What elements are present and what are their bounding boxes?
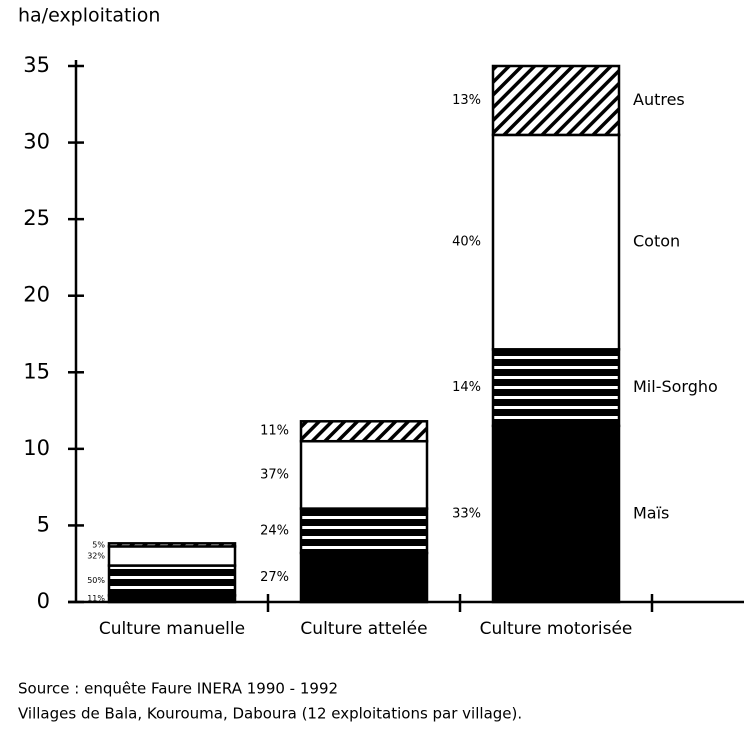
bar-segment <box>299 439 429 510</box>
y-tick-label: 30 <box>23 130 50 154</box>
percent-label: 50% <box>87 576 105 585</box>
percent-label: 11% <box>87 594 105 603</box>
bar-segment <box>491 348 621 428</box>
legend-label: Autres <box>633 90 685 109</box>
percent-label: 33% <box>452 506 481 521</box>
y-tick-label: 25 <box>23 206 50 230</box>
bar-segment <box>299 507 429 555</box>
y-tick-label: 0 <box>37 589 50 613</box>
bar-segment <box>107 545 237 567</box>
bar-segment <box>299 420 429 443</box>
y-tick-label: 5 <box>37 512 50 536</box>
percent-label: 32% <box>87 551 105 560</box>
y-tick-label: 10 <box>23 436 50 460</box>
bar-segment <box>107 564 237 597</box>
percent-label: 24% <box>260 523 289 538</box>
legend-label: Mil-Sorgho <box>633 377 718 396</box>
source-note: Source : enquête Faure INERA 1990 - 1992 <box>18 680 338 698</box>
bar-segment <box>491 424 621 604</box>
bar-segment <box>491 64 621 137</box>
percent-label: 5% <box>92 540 105 549</box>
legend-label: Maïs <box>633 503 669 522</box>
percent-label: 27% <box>260 570 289 585</box>
bar-segment <box>491 133 621 351</box>
percent-label: 37% <box>260 467 289 482</box>
x-tick-label: Culture motorisée <box>480 619 633 639</box>
legend-label: Coton <box>633 232 680 251</box>
y-axis-label: ha/exploitation <box>18 5 160 27</box>
y-tick-label: 15 <box>23 359 50 383</box>
percent-label: 14% <box>452 380 481 395</box>
y-tick-label: 35 <box>23 53 50 77</box>
percent-label: 40% <box>452 235 481 250</box>
percent-label: 11% <box>260 424 289 439</box>
bar-segment <box>107 542 237 548</box>
x-tick-label: Culture attelée <box>300 619 427 639</box>
percent-label: 13% <box>452 93 481 108</box>
y-tick-label: 20 <box>23 283 50 307</box>
bar-segment <box>299 551 429 604</box>
x-tick-label: Culture manuelle <box>99 619 245 639</box>
source-note: Villages de Bala, Kourouma, Daboura (12 … <box>18 705 522 723</box>
